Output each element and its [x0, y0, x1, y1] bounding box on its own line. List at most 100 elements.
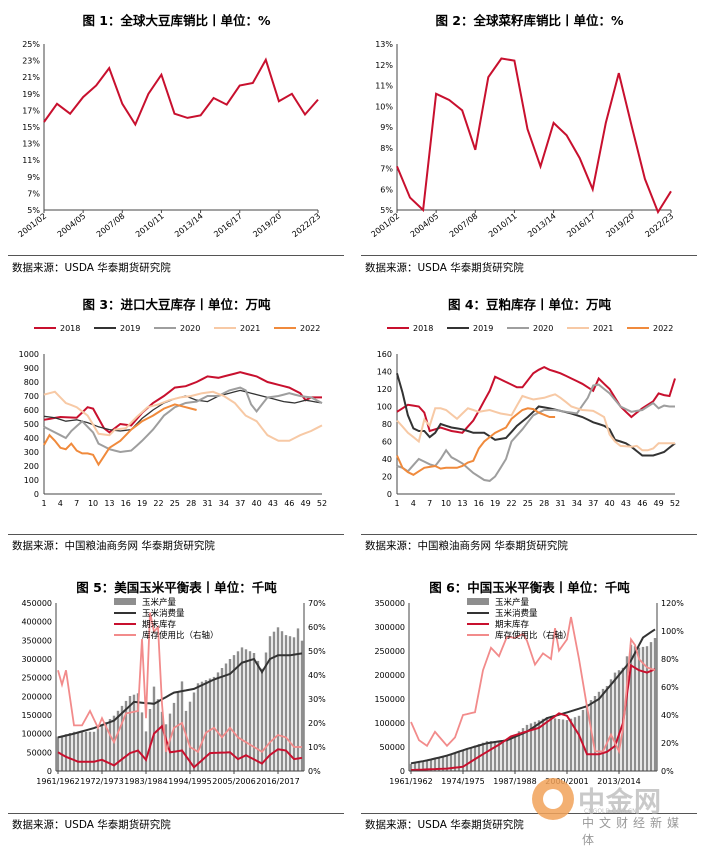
- production-bar: [485, 741, 489, 771]
- y-tick-label: 9%: [380, 123, 393, 132]
- production-bar: [597, 691, 601, 771]
- source-divider: [361, 534, 697, 535]
- production-bar: [76, 731, 80, 771]
- production-bar: [421, 761, 425, 771]
- production-bar: [60, 735, 64, 771]
- x-tick-label: 2007/08: [448, 211, 480, 239]
- chart-panel-6: 图 6：中国玉米平衡表丨单位：千吨 0 50000 100000 150000 2000…: [353, 565, 706, 846]
- legend-label: 2021: [240, 324, 260, 333]
- production-bar: [633, 646, 637, 771]
- production-bar: [641, 646, 645, 771]
- y-tick-label: 50000: [380, 743, 405, 752]
- y-tick-label: 300000: [374, 623, 405, 632]
- chart-svg: 5% 6% 7% 8% 9% 10% 11% 12% 13% 2001/02 2004/05 2007…: [370, 40, 676, 239]
- production-bar: [425, 760, 429, 771]
- production-bar: [204, 680, 208, 771]
- x-tick-label: 22: [506, 499, 516, 508]
- x-tick-label: 25: [170, 499, 180, 508]
- production-bar: [481, 742, 485, 771]
- y-tick-label: 150000: [21, 711, 52, 720]
- y-tick-label: 100: [377, 403, 392, 412]
- production-bar: [537, 720, 541, 771]
- production-bar: [192, 692, 196, 771]
- production-bar: [56, 736, 60, 771]
- production-bar: [445, 755, 449, 771]
- production-bar: [128, 696, 132, 771]
- legend-label: 库存使用比（右轴）: [495, 630, 572, 641]
- y-tick-label: 250000: [374, 647, 405, 656]
- y-tick-label: 7%: [27, 189, 40, 198]
- production-bar: [609, 679, 613, 771]
- production-bar: [240, 647, 244, 771]
- production-bar: [585, 704, 589, 771]
- production-bar: [545, 717, 549, 771]
- production-bar: [601, 688, 605, 771]
- x-tick-label: 2001/02: [370, 211, 402, 239]
- x-tick-label: 2016/17: [212, 211, 244, 239]
- production-bar: [513, 734, 517, 771]
- x-tick-label: 34: [572, 499, 582, 508]
- production-bar: [100, 725, 104, 771]
- x-tick-label: 7: [427, 499, 432, 508]
- watermark-subtitle: 中文财经新媒体: [582, 816, 685, 847]
- legend-label: 玉米消费量: [495, 608, 538, 619]
- production-bar: [561, 719, 565, 771]
- x-tick-label: 22: [153, 499, 163, 508]
- y-tick-label: 200000: [374, 671, 405, 680]
- y2-tick-label: 100%: [661, 627, 684, 636]
- production-bar: [469, 747, 473, 771]
- chart-title: 图 4：豆粕库存丨单位：万吨: [447, 297, 612, 312]
- chart-panel-5: 图 5：美国玉米平衡表丨单位：千吨 0 50000 100000 150000 2000…: [0, 565, 353, 846]
- x-tick-label: 1994/1995: [168, 777, 211, 786]
- chart-title: 图 6：中国玉米平衡表丨单位：千吨: [429, 580, 630, 595]
- y-tick-label: 17%: [22, 106, 40, 115]
- x-tick-label: 2007/08: [95, 211, 127, 239]
- production-bar: [617, 670, 621, 771]
- x-tick-label: 13: [457, 499, 467, 508]
- production-bar: [180, 681, 184, 771]
- legend-label: 2021: [593, 324, 613, 333]
- production-bar: [417, 762, 421, 771]
- y2-tick-label: 0%: [661, 767, 674, 776]
- x-tick-label: 28: [539, 499, 549, 508]
- y-tick-label: 5%: [27, 206, 40, 215]
- production-bar: [132, 694, 136, 771]
- ending-stocks-line: [57, 724, 303, 769]
- chart-svg: 2018 2019 2020 2021 202202040608010012014016…: [377, 324, 680, 508]
- production-bar: [517, 731, 521, 771]
- legend-label: 玉米产量: [495, 597, 530, 608]
- watermark-url: CNGOLD.COM.CN: [584, 808, 637, 815]
- production-bar: [553, 718, 557, 771]
- production-bar: [236, 651, 240, 771]
- production-bar: [280, 631, 284, 771]
- production-bar: [184, 710, 188, 771]
- source-divider: [8, 813, 344, 814]
- series-line-2021: [396, 393, 675, 452]
- series-line-2022: [43, 403, 197, 467]
- production-bar: [80, 731, 84, 771]
- series-line-2018: [396, 365, 676, 434]
- x-tick-label: 2019/20: [604, 211, 636, 239]
- y-tick-label: 23%: [22, 57, 40, 66]
- production-bar: [300, 640, 304, 771]
- production-bar: [116, 710, 120, 771]
- production-bar: [521, 728, 525, 771]
- production-bar: [549, 717, 553, 771]
- production-bar: [465, 748, 469, 771]
- x-tick-label: 31: [202, 499, 212, 508]
- production-bar: [509, 737, 513, 771]
- production-bar: [605, 686, 609, 771]
- legend-label: 期末库存: [142, 619, 177, 630]
- production-bar: [268, 636, 272, 771]
- production-bar: [489, 741, 493, 771]
- production-bar: [244, 649, 248, 771]
- x-tick-label: 7: [74, 499, 79, 508]
- legend-swatch-production: [467, 598, 489, 605]
- production-bar: [176, 692, 180, 771]
- y-tick-label: 13%: [375, 40, 393, 49]
- production-bar: [493, 741, 497, 771]
- x-tick-label: 43: [621, 499, 631, 508]
- production-bar: [529, 723, 533, 771]
- series-line-2020: [396, 383, 675, 482]
- y-tick-label: 80: [382, 420, 392, 429]
